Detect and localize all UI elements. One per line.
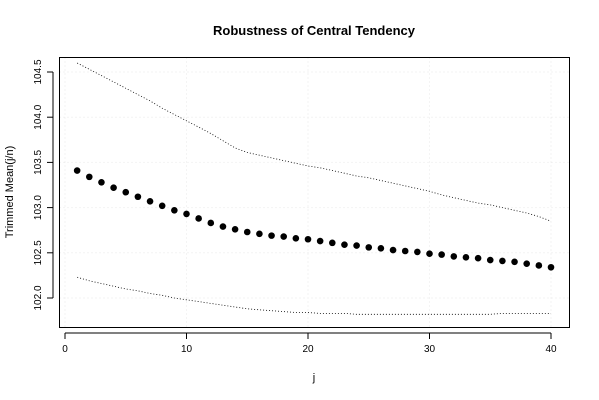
y-tick-label: 104.5	[33, 59, 44, 84]
data-point	[86, 173, 93, 181]
data-point	[377, 244, 385, 252]
data-point	[292, 235, 300, 242]
data-point	[243, 228, 251, 236]
x-tick-label: 0	[62, 344, 68, 355]
chart-title: Robustness of Central Tendency	[213, 23, 416, 38]
series-line-2	[77, 276, 551, 315]
data-point	[389, 246, 397, 254]
data-point	[304, 235, 312, 243]
data-point	[365, 244, 373, 251]
data-point	[195, 215, 202, 222]
x-axis: 0 10 20 30 40	[62, 332, 557, 355]
data-point	[414, 248, 421, 256]
y-tick-label: 102.5	[33, 240, 44, 265]
data-point	[171, 207, 178, 214]
data-point	[462, 254, 470, 261]
y-tick-label: 102.0	[33, 285, 44, 310]
data-point	[219, 223, 227, 230]
data-point	[329, 239, 336, 247]
data-point	[341, 241, 348, 248]
data-point	[523, 260, 530, 267]
data-point	[73, 167, 81, 174]
data-point	[146, 197, 154, 205]
grid	[59, 57, 570, 328]
data-point	[231, 225, 239, 233]
data-point	[486, 256, 494, 264]
series-line-1	[77, 62, 552, 222]
y-axis-label: Trimmed Mean(j/n)	[4, 146, 16, 239]
data-point	[353, 242, 360, 249]
data-point	[499, 257, 506, 265]
data-point	[268, 232, 275, 239]
data-point	[98, 178, 105, 186]
data-point	[511, 258, 518, 266]
y-tick-label: 103.0	[33, 195, 44, 220]
data-point	[158, 202, 166, 210]
data-point	[426, 250, 433, 258]
data-point	[122, 188, 130, 196]
data-point	[401, 247, 409, 255]
plot-frame	[59, 57, 570, 328]
data-point	[316, 237, 324, 245]
x-tick-label: 10	[181, 344, 193, 355]
data-point	[547, 263, 555, 271]
data-point	[110, 184, 117, 192]
data-point	[474, 254, 482, 262]
data-point	[450, 253, 458, 260]
x-tick-label: 40	[545, 344, 557, 355]
data-point	[535, 262, 543, 269]
x-tick-label: 30	[424, 344, 436, 355]
data-point	[134, 193, 142, 201]
series-lines	[77, 62, 552, 315]
y-tick-label: 103.5	[33, 149, 44, 174]
y-axis: 102.0 102.5 103.0 103.5 104.0 104.5	[33, 59, 54, 311]
data-points	[73, 167, 555, 271]
x-tick-label: 20	[302, 344, 314, 355]
x-axis-label: j	[312, 372, 315, 384]
data-point	[280, 233, 288, 240]
y-tick-label: 104.0	[33, 104, 44, 129]
data-point	[183, 210, 190, 218]
data-point	[256, 230, 263, 238]
data-point	[438, 251, 445, 258]
data-point	[207, 219, 215, 227]
